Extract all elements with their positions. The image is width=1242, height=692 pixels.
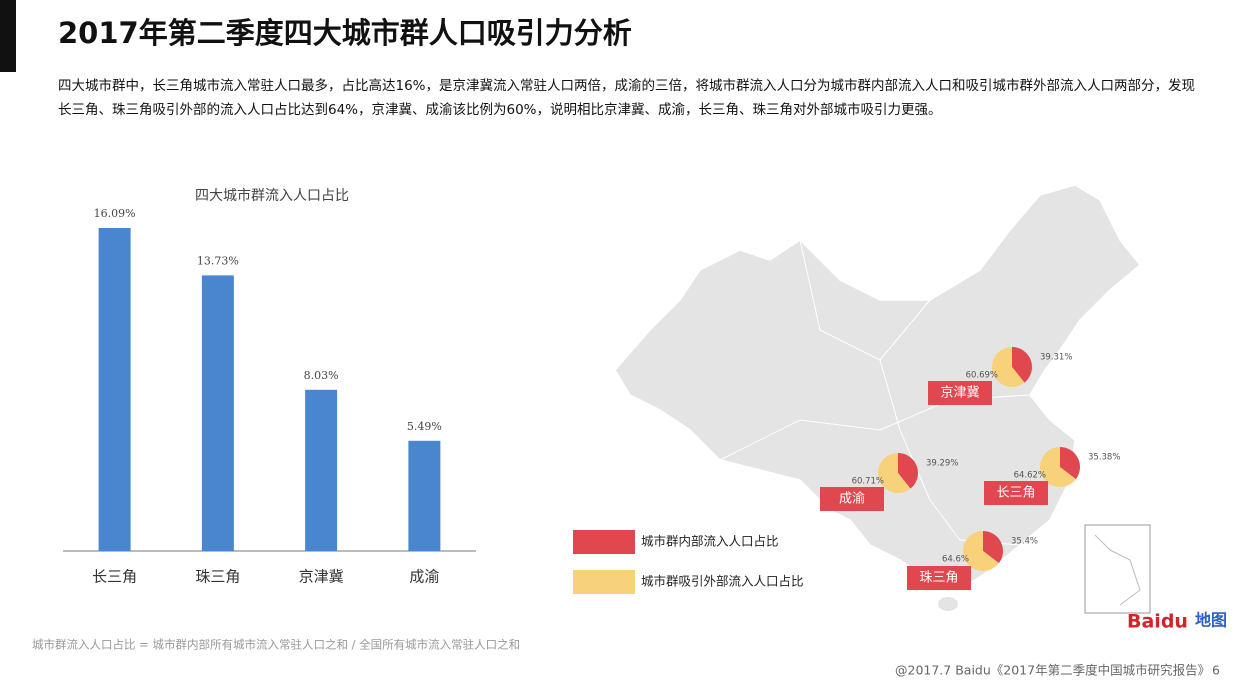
value-label: 13.73% xyxy=(197,254,239,267)
pie-value-label: 39.31% xyxy=(1040,353,1072,363)
pie-value-label: 60.69% xyxy=(966,371,998,381)
hainan xyxy=(938,597,958,611)
pie-slice xyxy=(1039,447,1076,487)
page-number: 6 xyxy=(1212,663,1220,678)
city-tag xyxy=(928,381,992,405)
pie-value-label: 35.38% xyxy=(1088,453,1120,463)
chart-title: 四大城市群流入人口占比 xyxy=(195,187,349,204)
china-map xyxy=(614,184,1142,591)
bar xyxy=(305,389,338,551)
legend-label: 城市群内部流入人口占比 xyxy=(641,534,779,549)
description: 四大城市群中，长三角城市流入常驻人口最多，占比高达16%，是京津冀流入常驻人口两… xyxy=(58,78,1196,118)
pie-slice xyxy=(992,346,1025,387)
province-border xyxy=(799,239,931,361)
pie-slice xyxy=(962,531,999,571)
x-tick-label: 珠三角 xyxy=(195,568,240,586)
pie-value-label: 39.29% xyxy=(926,459,958,469)
pie-value-label: 64.62% xyxy=(1014,471,1046,481)
accent-bar xyxy=(0,0,16,72)
legend-swatch xyxy=(573,530,635,554)
bar xyxy=(408,440,441,551)
footnote: 城市群流入人口占比 = 城市群内部所有城市流入常驻人口之和 / 全国所有城市流入… xyxy=(32,638,520,652)
city-tag xyxy=(907,566,971,590)
pie-value-label: 60.71% xyxy=(852,477,884,487)
pie-slice xyxy=(983,531,1004,564)
pie-slice xyxy=(898,453,919,489)
inset-outline xyxy=(1094,534,1141,606)
city-label: 成渝 xyxy=(839,491,865,507)
logo-product: 地图 xyxy=(1195,611,1227,630)
value-label: 8.03% xyxy=(304,369,339,382)
pie-value-label: 64.6% xyxy=(942,555,969,565)
logo-brand: Baidu xyxy=(1127,611,1188,633)
x-tick-label: 长三角 xyxy=(92,568,137,586)
pie-slice xyxy=(1012,347,1032,383)
legend-label: 城市群吸引外部流入人口占比 xyxy=(641,574,804,589)
bar xyxy=(201,275,234,551)
pie-slice xyxy=(1060,447,1080,480)
pie-slice xyxy=(878,453,911,493)
x-tick-label: 京津冀 xyxy=(299,568,344,586)
legend-swatch xyxy=(573,570,635,594)
city-label: 珠三角 xyxy=(919,571,958,586)
city-label: 京津冀 xyxy=(940,385,979,401)
city-tag xyxy=(820,487,884,511)
slide-title: 2017年第二季度四大城市群人口吸引力分析 xyxy=(58,16,632,50)
map xyxy=(614,184,1151,614)
city-label: 长三角 xyxy=(996,486,1035,501)
footer-source: @2017.7 Baidu《2017年第二季度中国城市研究报告》 xyxy=(895,663,1210,678)
value-label: 16.09% xyxy=(94,207,136,220)
bar xyxy=(98,228,131,551)
value-label: 5.49% xyxy=(407,420,442,433)
pie-value-label: 35.4% xyxy=(1011,537,1038,547)
inset-map xyxy=(1084,524,1151,614)
city-tag xyxy=(984,481,1048,505)
x-tick-label: 成渝 xyxy=(409,568,439,586)
